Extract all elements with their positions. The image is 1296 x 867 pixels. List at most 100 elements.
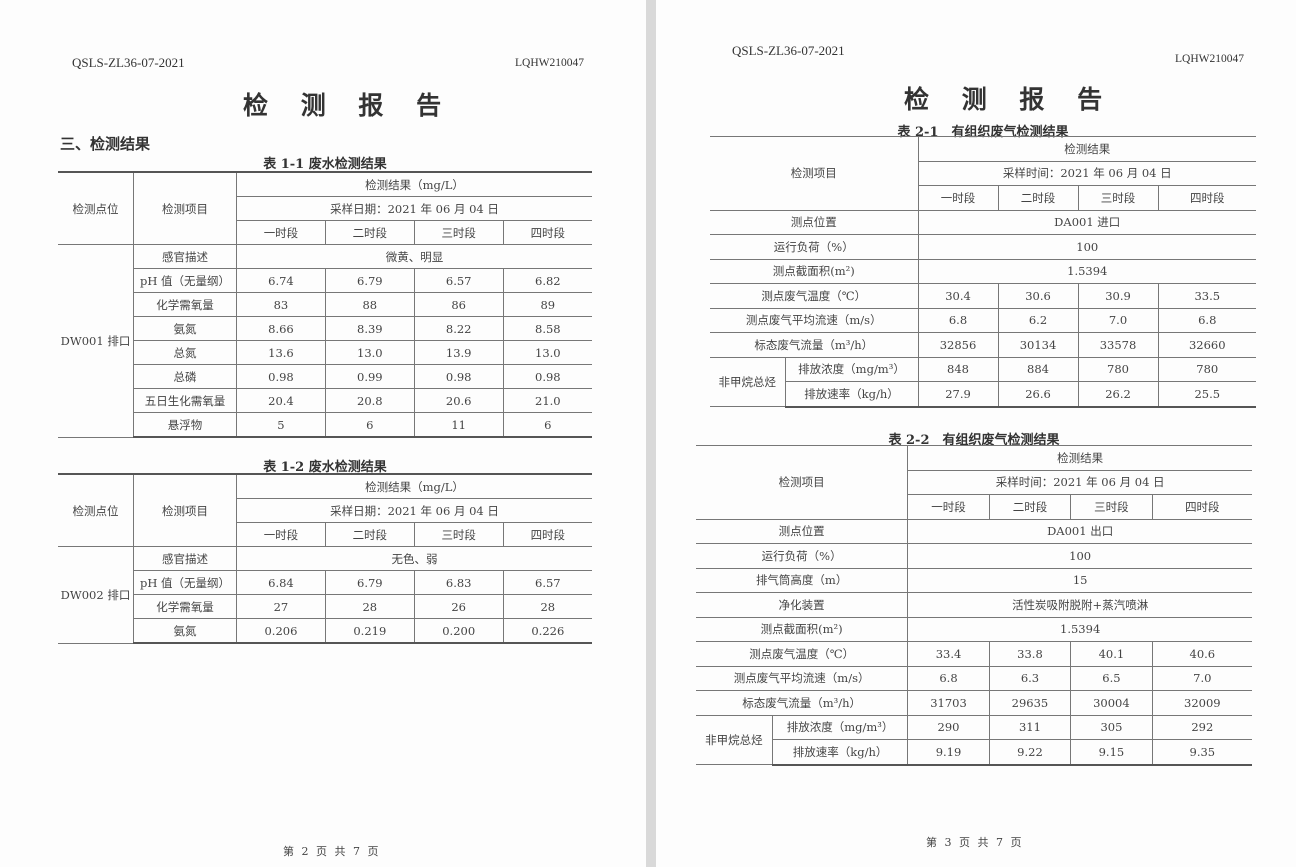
column-header: 检测项目	[133, 473, 237, 547]
value-cell: 89	[502, 292, 592, 317]
table-row: 测点截面积(m²) 1.5394	[710, 258, 1256, 284]
value-cell: 31703	[907, 690, 990, 716]
table-caption: 表 2-2 有组织废气检测结果	[888, 433, 1060, 448]
value-cell: 29635	[988, 690, 1072, 716]
value-cell: 848	[917, 356, 999, 382]
value-cell: 21.0	[502, 388, 592, 413]
item-label: 总氮	[133, 340, 237, 365]
item-label: 运行负荷（%）	[710, 234, 919, 260]
table-row: 测点截面积(m²) 1.5394	[696, 616, 1252, 642]
value-cell: 0.226	[502, 618, 592, 644]
period-header: 三时段	[1070, 494, 1153, 520]
table-row: 测点废气平均流速（m/s） 6.8 6.2 7.0 6.8	[710, 307, 1256, 333]
value-cell: 30.6	[997, 283, 1079, 309]
column-header: 检测结果	[917, 136, 1256, 162]
item-label: 运行负荷（%）	[696, 543, 909, 569]
value-cell: 26.6	[997, 381, 1079, 408]
period-header: 三时段	[413, 220, 504, 245]
value-cell: 13.6	[236, 340, 326, 365]
item-label: 氨氮	[133, 316, 237, 341]
table-row: 非甲烷总烃 排放浓度（mg/m³） 290 311 305 292	[696, 714, 1252, 765]
value-cell: 25.5	[1157, 381, 1256, 408]
table-row: 运行负荷（%） 100	[710, 234, 1256, 260]
value-cell: 6.83	[413, 570, 504, 595]
table-row: DW002 排口 感官描述 无色、弱	[58, 546, 592, 644]
value-cell: 30.9	[1077, 283, 1159, 309]
header-row: 一时段 二时段 三时段 四时段	[696, 494, 1252, 520]
header-row: 检测点位 检测项目 检测结果（mg/L）	[58, 171, 592, 245]
value-cell: 6.8	[917, 307, 999, 333]
pollutant-group: 非甲烷总烃	[710, 356, 786, 407]
value-cell: 0.99	[324, 364, 415, 389]
column-header: 检测点位	[58, 473, 134, 547]
value-cell: 6.5	[1070, 665, 1153, 691]
table-row: 五日生化需氧量 20.4 20.8 20.6 21.0	[58, 388, 592, 413]
value-cell: 无色、弱	[236, 546, 592, 571]
table-row: 氨氮 8.66 8.39 8.22 8.58	[58, 316, 592, 341]
table-row: 排放速率（kg/h） 9.19 9.22 9.15 9.35	[696, 739, 1252, 766]
value-cell: 活性炭吸附脱附+蒸汽喷淋	[907, 592, 1252, 618]
value-cell: 32660	[1157, 332, 1256, 358]
table-row: 化学需氧量 83 88 86 89	[58, 292, 592, 317]
value-cell: 33.4	[907, 641, 990, 667]
value-cell: 32856	[917, 332, 999, 358]
value-cell: 33.8	[988, 641, 1072, 667]
value-cell: 40.6	[1151, 641, 1252, 667]
value-cell: 1.5394	[907, 616, 1252, 642]
value-cell: 7.0	[1151, 665, 1252, 691]
value-cell: 13.0	[324, 340, 415, 365]
item-label: pH 值（无量纲）	[133, 268, 237, 293]
section-heading: 三、检测结果	[60, 135, 151, 153]
sampling-date: 采样时间：2021 年 06 月 04 日	[918, 160, 1256, 186]
value-cell: 8.22	[413, 316, 504, 341]
value-cell: 32009	[1151, 690, 1252, 716]
table-row: pH 值（无量纲） 6.84 6.79 6.83 6.57	[58, 570, 592, 595]
table-row: DW001 排口 感官描述 微黄、明显	[58, 244, 592, 438]
value-cell: 0.219	[324, 618, 415, 644]
monitoring-point: DW001 排口	[58, 244, 134, 438]
value-cell: 86	[413, 292, 504, 317]
item-label: 标态废气流量（m³/h）	[696, 690, 909, 716]
table-row: 标态废气流量（m³/h） 31703 29635 30004 32009	[696, 690, 1252, 716]
report-page-2: QSLS-ZL36-07-2021 LQHW210047 检 测 报 告 三、检…	[0, 0, 646, 867]
table-row: 测点位置 DA001 出口	[696, 518, 1252, 544]
value-cell: 292	[1151, 714, 1252, 740]
item-label: 测点截面积(m²)	[696, 616, 909, 642]
table-row: 排放速率（kg/h） 27.9 26.6 26.2 25.5	[710, 381, 1256, 408]
value-cell: 6	[502, 412, 592, 438]
value-cell: 27.9	[917, 381, 999, 408]
value-cell: 6.82	[502, 268, 592, 293]
period-header: 一时段	[907, 494, 990, 520]
item-label: 测点废气平均流速（m/s）	[710, 307, 919, 333]
value-cell: 9.22	[988, 739, 1072, 766]
item-label: 测点废气温度（℃）	[696, 641, 909, 667]
value-cell: 6.2	[997, 307, 1079, 333]
value-cell: 8.58	[502, 316, 592, 341]
value-cell: 8.66	[236, 316, 326, 341]
sampling-date: 采样时间：2021 年 06 月 04 日	[907, 469, 1252, 495]
item-label: 净化装置	[696, 592, 909, 618]
table-row: 总氮 13.6 13.0 13.9 13.0	[58, 340, 592, 365]
value-cell: 9.15	[1070, 739, 1153, 766]
value-cell: 15	[907, 567, 1252, 593]
value-cell: 26	[413, 594, 504, 619]
item-label: 排放速率（kg/h）	[784, 381, 919, 408]
report-number: LQHW210047	[515, 57, 584, 69]
item-label: pH 值（无量纲）	[133, 570, 237, 595]
table-row: 测点废气温度（℃） 30.4 30.6 30.9 33.5	[710, 283, 1256, 309]
value-cell: 0.200	[413, 618, 504, 644]
value-cell: 40.1	[1070, 641, 1153, 667]
period-header: 二时段	[324, 220, 415, 245]
wastewater-table-1-2: 检测点位 检测项目 检测结果（mg/L） 采样日期：2021 年 06 月 04 日一…	[58, 473, 592, 644]
period-header: 一时段	[236, 220, 326, 245]
column-header: 检测项目	[696, 445, 909, 520]
exhaust-gas-table-2-2: 检测项目 检测结果 采样时间：2021 年 06 月 04 日一时段 二时段 三时段 四时…	[696, 445, 1252, 766]
value-cell: 780	[1077, 356, 1159, 382]
item-label: 总磷	[133, 364, 237, 389]
item-label: 测点位置	[696, 518, 909, 544]
value-cell: 6.8	[1157, 307, 1256, 333]
exhaust-gas-table-2-1: 检测项目 检测结果 采样时间：2021 年 06 月 04 日一时段 二时段 三时段 四时…	[710, 136, 1256, 408]
value-cell: 6.84	[236, 570, 326, 595]
period-header: 四时段	[1151, 494, 1252, 520]
table-row: 非甲烷总烃 排放浓度（mg/m³） 848 884 780 780	[710, 356, 1256, 407]
